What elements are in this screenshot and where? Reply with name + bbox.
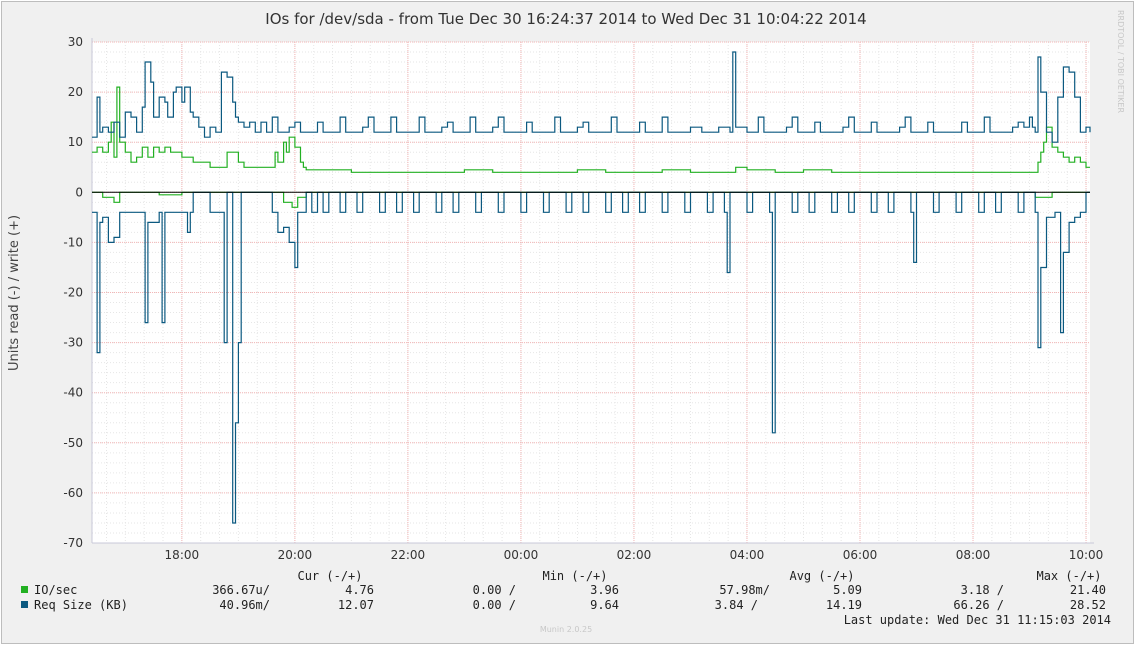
series-line-iosec-write xyxy=(92,86,1090,173)
y-tick-label: -50 xyxy=(63,436,83,450)
x-axis-ticks: 18:00 20:00 22:00 00:00 02:00 04:00 06:00 08:00… xyxy=(165,548,1104,562)
y-tick-label: -40 xyxy=(63,386,83,400)
legend-avg-read-reqsize: 3.84 / xyxy=(715,598,758,612)
legend-min-write-reqsize: 9.64 xyxy=(590,598,619,612)
legend-cur-read-reqsize: 40.96m/ xyxy=(219,598,270,612)
legend-max-read-iosec: 3.18 / xyxy=(961,583,1004,597)
x-tick-label: 20:00 xyxy=(278,548,313,562)
y-axis-label: Units read (-) / write (+) xyxy=(7,215,22,371)
legend-max-write-iosec: 21.40 xyxy=(1070,583,1106,597)
x-tick-label: 02:00 xyxy=(617,548,652,562)
legend-label-iosec: IO/sec xyxy=(34,583,77,597)
x-tick-label: 04:00 xyxy=(730,548,765,562)
legend-min-read-iosec: 0.00 / xyxy=(473,583,516,597)
legend-header-cur: Cur (-/+) xyxy=(297,569,362,583)
y-tick-label: -10 xyxy=(63,235,83,249)
legend-swatch-iosec xyxy=(21,586,28,593)
legend-min-write-iosec: 3.96 xyxy=(590,583,619,597)
last-update: Last update: Wed Dec 31 11:15:03 2014 xyxy=(844,613,1111,627)
legend-swatch-reqsize xyxy=(21,601,28,608)
legend-label-reqsize: Req Size (KB) xyxy=(34,598,128,612)
y-tick-label: -60 xyxy=(63,486,83,500)
x-tick-label: 08:00 xyxy=(956,548,991,562)
y-tick-label: -30 xyxy=(63,336,83,350)
y-tick-label: 20 xyxy=(68,85,83,99)
legend-header-min: Min (-/+) xyxy=(542,569,607,583)
x-tick-label: 06:00 xyxy=(843,548,878,562)
legend-avg-write-reqsize: 14.19 xyxy=(826,598,862,612)
legend-header-avg: Avg (-/+) xyxy=(789,569,854,583)
y-axis-ticks: 30 20 10 0 -10 -20 -30 -40 -50 -60 -70 xyxy=(63,35,83,550)
x-tick-label: 00:00 xyxy=(504,548,539,562)
x-tick-label: 22:00 xyxy=(391,548,426,562)
series-line-reqsize-write xyxy=(92,51,1091,143)
chart-title: IOs for /dev/sda - from Tue Dec 30 16:24… xyxy=(265,10,866,28)
rrdtool-credit: RRDTOOL / TOBI OETIKER xyxy=(1116,10,1125,113)
y-tick-label: 0 xyxy=(75,185,83,199)
legend-cur-write-reqsize: 12.07 xyxy=(338,598,374,612)
legend-max-write-reqsize: 28.52 xyxy=(1070,598,1106,612)
legend-cur-read-iosec: 366.67u/ xyxy=(212,583,270,597)
y-tick-label: 10 xyxy=(68,135,83,149)
y-tick-label: 30 xyxy=(68,35,83,49)
legend-header-max: Max (-/+) xyxy=(1036,569,1101,583)
x-tick-label: 18:00 xyxy=(165,548,200,562)
y-tick-label: -20 xyxy=(63,286,83,300)
grid xyxy=(91,38,1094,544)
x-tick-label: 10:00 xyxy=(1069,548,1104,562)
legend-avg-write-iosec: 5.09 xyxy=(833,583,862,597)
legend-max-read-reqsize: 66.26 / xyxy=(953,598,1004,612)
legend-avg-read-iosec: 57.98m/ xyxy=(719,583,770,597)
legend-cur-write-iosec: 4.76 xyxy=(345,583,374,597)
y-tick-label: -70 xyxy=(63,536,83,550)
legend-min-read-reqsize: 0.00 / xyxy=(473,598,516,612)
munin-version: Munin 2.0.25 xyxy=(540,625,592,634)
